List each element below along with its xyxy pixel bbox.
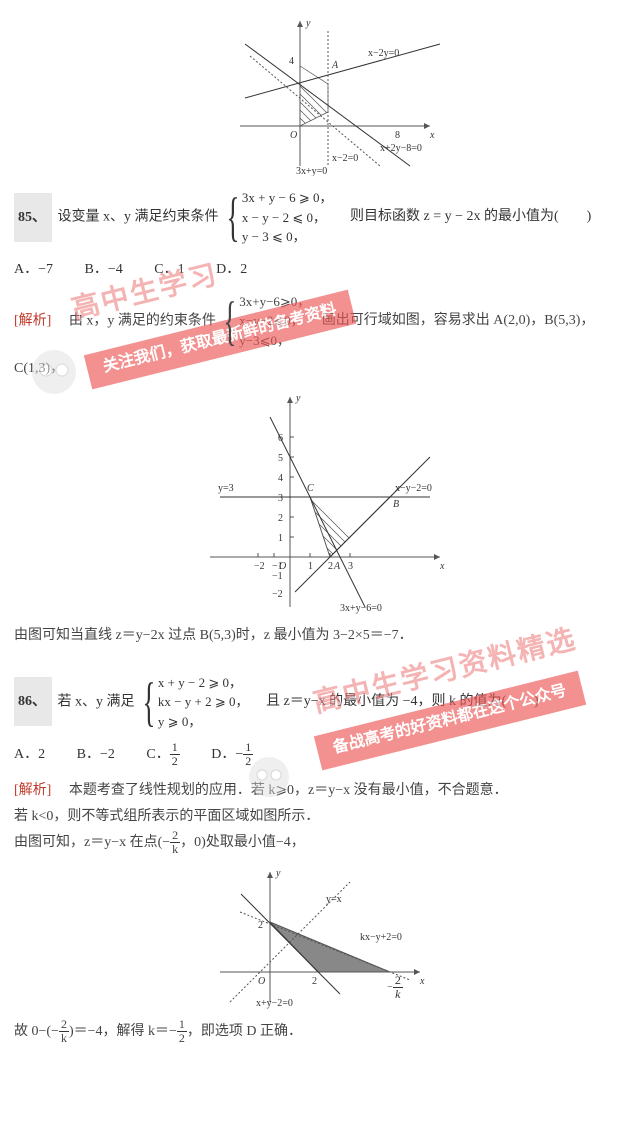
q85-A: A．−7 xyxy=(14,257,53,282)
q86-stem-r: 且 z＝y−x 的最小值为 −4，则 k 的值为( ) xyxy=(266,694,539,709)
q86-c3: y ⩾ 0， xyxy=(158,714,201,729)
q86-D: D．−12 xyxy=(211,741,253,768)
f2-o: O xyxy=(258,976,265,987)
q86-stem-l: 若 x、y 满足 xyxy=(58,694,135,709)
lbl-x: x xyxy=(429,130,435,141)
a85-t4: 由图可知当直线 z＝y−2x 过点 B(5,3)时，z 最小值为 3−2×5＝−… xyxy=(14,623,626,648)
svg-text:2: 2 xyxy=(278,513,283,524)
a85-t2: 画出可行域如图，容易求出 A(2,0)，B(5,3)， xyxy=(322,313,595,328)
a85-t1: 由 x，y 满足的约束条件 xyxy=(69,313,216,328)
f2-l1: kx−y+2=0 xyxy=(360,932,402,943)
fig-top: y x O 4 8 A x−2y=0 x+2y−8=0 3x+y=0 x−2=0 xyxy=(14,16,626,176)
f2-l2: x+y−2=0 xyxy=(256,998,293,1009)
q85-c3: y − 3 ⩽ 0， xyxy=(242,229,306,244)
tick-4: 4 xyxy=(289,56,294,67)
f1-A: A xyxy=(333,561,341,572)
a85-c1: 3x+y−6⩾0， xyxy=(239,294,310,309)
q86-c2: kx − y + 2 ⩾ 0， xyxy=(158,694,249,709)
lbl-A: A xyxy=(331,60,339,71)
question-85: 85、 设变量 x、y 满足约束条件 { 3x + y − 6 ⩾ 0， x −… xyxy=(14,188,626,247)
q85-options: A．−7 B．−4 C．1 D．2 xyxy=(14,257,626,282)
lbl-l2: x+2y−8=0 xyxy=(380,143,422,154)
f2-x: x xyxy=(419,976,425,987)
a85-c3: y−3⩽0， xyxy=(239,333,290,348)
analysis-85: 高中生学习 关注我们，获取最新鲜的备考资料 [解析] 由 x，y 满足的约束条件… xyxy=(14,292,626,382)
f2-t2x: 2 xyxy=(312,976,317,987)
f2-y: y xyxy=(275,868,281,879)
a86-t3a: 由图可知，z＝y−x 在点(− xyxy=(14,835,170,850)
q86-options: A．2 B．−2 C．12 D．−12 xyxy=(14,741,626,768)
a85-t3: C(1,3)， xyxy=(14,356,626,381)
question-86: 高中生学习资料精选 备战高考的好资料都在这个公众号 86、 若 x、y 满足 {… xyxy=(14,673,626,732)
svg-text:3: 3 xyxy=(278,493,283,504)
lbl-l1: x−2y=0 xyxy=(368,48,399,59)
f2-t2y: 2 xyxy=(258,920,263,931)
svg-text:4: 4 xyxy=(278,473,283,484)
svg-text:2: 2 xyxy=(328,561,333,572)
analysis-86: [解析] 本题考查了线性规划的应用．若 k⩾0，z＝y−x 没有最小值，不合题意… xyxy=(14,778,626,856)
q85-stem-l: 设变量 x、y 满足约束条件 xyxy=(58,209,219,224)
f1-l1: x−y−2=0 xyxy=(395,483,432,494)
a85-c2: x−y−2⩽0， xyxy=(239,313,304,328)
q85-B: B．−4 xyxy=(85,257,123,282)
svg-text:1: 1 xyxy=(278,533,283,544)
q86-A: A．2 xyxy=(14,742,45,767)
lbl-l3: 3x+y=0 xyxy=(296,166,327,176)
a86-t3b: ，0)处取最小值−4， xyxy=(180,835,305,850)
svg-text:5: 5 xyxy=(278,453,283,464)
f1-l2: 3x+y−6=0 xyxy=(340,603,382,614)
lbl-o: O xyxy=(290,130,297,141)
f1-x: x xyxy=(439,561,445,572)
q85-c1: 3x + y − 6 ⩾ 0， xyxy=(242,190,333,205)
a86-t1: 本题考查了线性规划的应用．若 k⩾0，z＝y−x 没有最小值，不合题意． xyxy=(69,783,508,798)
svg-text:1: 1 xyxy=(308,561,313,572)
svg-text:−1: −1 xyxy=(272,571,283,582)
q85-D: D．2 xyxy=(216,257,247,282)
q85-C: C．1 xyxy=(154,257,184,282)
a86-t4: 故 0−(−2k)＝−4，解得 k＝−12，即选项 D 正确． xyxy=(14,1018,626,1045)
q86-number: 86、 xyxy=(14,677,52,726)
q85-c2: x − y − 2 ⩽ 0， xyxy=(242,210,326,225)
q86-B: B．−2 xyxy=(77,742,115,767)
fig-a86: y x O 2 2 y=x kx−y+2=0 x+y−2=0 −2k xyxy=(14,862,626,1012)
svg-text:−2: −2 xyxy=(272,589,283,600)
a86-t2: 若 k<0，则不等式组所表示的平面区域如图所示． xyxy=(14,809,319,824)
q85-stem-r: 则目标函数 z = y − 2x 的最小值为( ) xyxy=(350,209,591,224)
q85-number: 85、 xyxy=(14,193,52,242)
a86-label: [解析] xyxy=(14,783,51,798)
lbl-y: y xyxy=(305,18,311,29)
f1-B: B xyxy=(393,499,399,510)
q86-C: C．12 xyxy=(146,741,179,768)
lbl-l4: x−2=0 xyxy=(332,153,358,164)
f1-C: C xyxy=(307,483,314,494)
f1-ly3: y=3 xyxy=(218,483,234,494)
q86-c1: x + y − 2 ⩾ 0， xyxy=(158,675,242,690)
f2-lyx: y=x xyxy=(326,894,342,905)
svg-text:3: 3 xyxy=(348,561,353,572)
tick-8: 8 xyxy=(395,130,400,141)
fig-a85: y x O −2−1 123 123 456 −1−2 y=3 x−y−2=0 … xyxy=(14,387,626,617)
a85-label: [解析] xyxy=(14,313,51,328)
f1-y: y xyxy=(295,393,301,404)
svg-text:−2: −2 xyxy=(254,561,265,572)
